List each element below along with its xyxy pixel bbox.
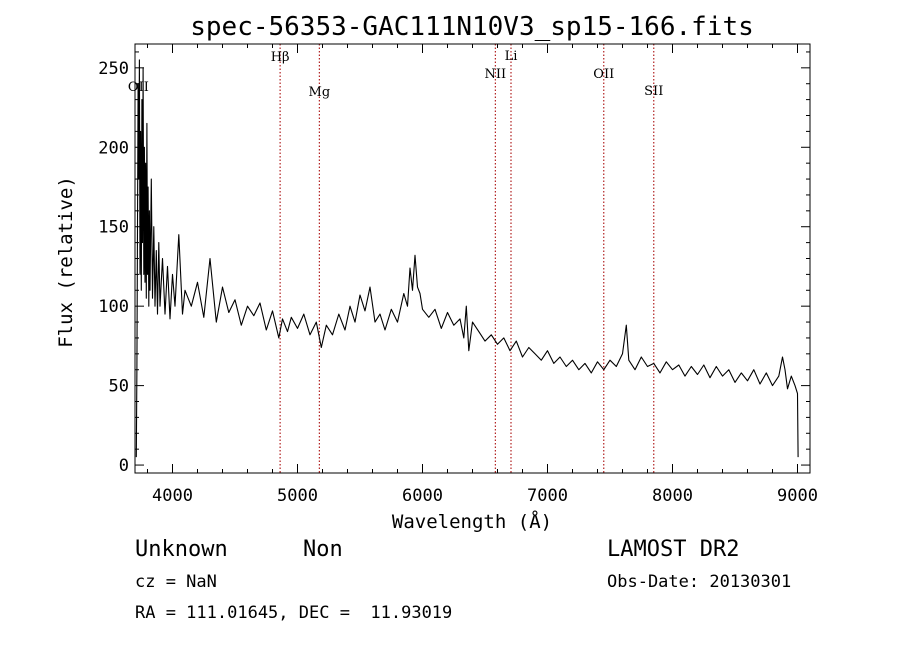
obs-date-label: Obs-Date: 20130301 [607, 572, 792, 592]
subclass-label: Non [303, 537, 343, 562]
spectrum-series-0 [135, 59, 799, 458]
y-tick-label-1: 50 [109, 377, 129, 397]
y-tick-label-5: 250 [98, 59, 129, 79]
line-marker-label-5: OII [593, 67, 614, 82]
x-tick-label-2: 6000 [402, 486, 443, 506]
y-tick-label-3: 150 [98, 218, 129, 238]
x-tick-label-1: 5000 [277, 486, 318, 506]
plot-frame [134, 43, 811, 474]
y-tick-label-2: 100 [98, 297, 129, 317]
line-marker-label-4: Li [505, 49, 518, 64]
coords-label: RA = 111.01645, DEC = 11.93019 [135, 603, 453, 623]
y-tick-label-4: 200 [98, 138, 129, 158]
x-tick-label-3: 7000 [527, 486, 568, 506]
line-marker-label-3: NII [485, 67, 507, 82]
y-tick-label-0: 0 [119, 456, 129, 476]
survey-label: LAMOST DR2 [607, 537, 740, 562]
x-tick-label-5: 9000 [777, 486, 818, 506]
cz-label: cz = NaN [135, 572, 217, 592]
line-marker-label-2: Mg [309, 85, 331, 100]
class-label: Unknown [135, 537, 228, 562]
y-axis-label: Flux (relative) [55, 176, 77, 348]
chart-title: spec-56353-GAC111N10V3_sp15-166.fits [190, 12, 754, 42]
x-axis-label: Wavelength (Å) [392, 510, 552, 533]
line-marker-label-6: SII [644, 84, 663, 99]
x-tick-label-4: 8000 [652, 486, 693, 506]
line-marker-label-1: Hβ [271, 50, 290, 65]
x-tick-label-0: 4000 [152, 486, 193, 506]
